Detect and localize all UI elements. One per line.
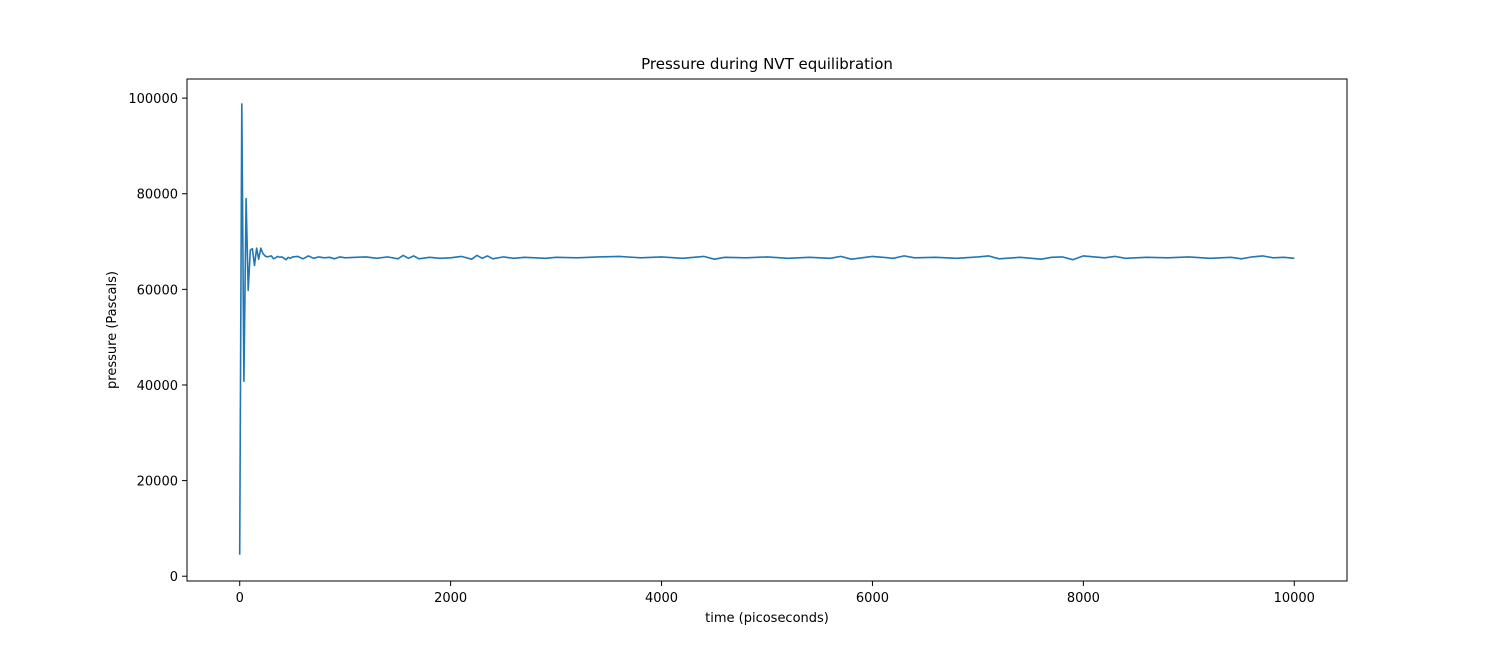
x-tick-label: 6000 — [856, 591, 889, 606]
x-tick-label: 10000 — [1274, 591, 1315, 606]
y-tick-label: 60000 — [137, 283, 178, 298]
y-tick-label: 100000 — [128, 92, 178, 107]
x-axis-label: time (picoseconds) — [705, 611, 829, 626]
y-tick-label: 20000 — [137, 475, 178, 490]
y-tick-label: 40000 — [137, 379, 178, 394]
x-tick-label: 8000 — [1067, 591, 1100, 606]
y-tick-label: 80000 — [137, 188, 178, 203]
plot-area-frame — [186, 78, 1348, 582]
chart-title: Pressure during NVT equilibration — [641, 55, 893, 73]
x-axis-ticks: 0 2000 4000 6000 8000 10000 — [236, 581, 1315, 606]
y-axis-ticks: 0 20000 40000 60000 80000 100000 — [128, 92, 187, 585]
y-axis-label: pressure (Pascals) — [105, 271, 120, 389]
x-tick-label: 4000 — [645, 591, 678, 606]
y-tick-label: 0 — [170, 570, 178, 585]
pressure-series-line — [238, 103, 1295, 555]
x-tick-label: 0 — [236, 591, 244, 606]
x-tick-label: 2000 — [434, 591, 467, 606]
series-layer — [238, 103, 1295, 555]
